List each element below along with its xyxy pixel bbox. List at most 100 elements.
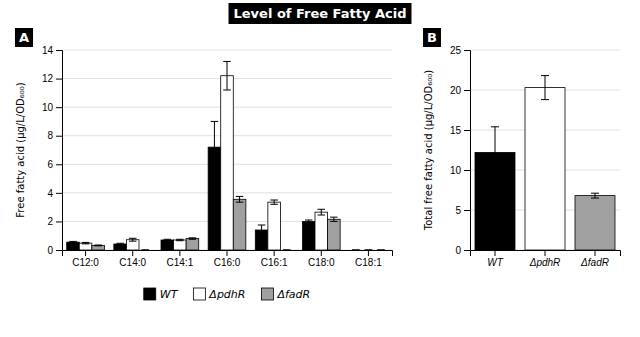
grid-line: [62, 50, 392, 51]
error-bar: [377, 250, 385, 251]
y-tick-mark: [56, 221, 62, 222]
y-tick-mark: [56, 79, 62, 80]
y-tick-mark: [56, 50, 62, 51]
y-axis-title: Free fatty acid (μg/L/OD₆₀₀): [15, 82, 26, 217]
x-tick-mark: [132, 250, 133, 256]
grid: [470, 50, 620, 250]
error-bar: [258, 225, 266, 235]
error-cap: [164, 240, 172, 241]
bar: [221, 76, 234, 250]
error-cap: [258, 235, 266, 236]
error-bar: [541, 76, 549, 100]
x-tick-label: ΔfadR: [580, 257, 609, 268]
y-tick-mark: [56, 193, 62, 194]
error-cap: [377, 250, 385, 251]
y-tick-mark: [464, 170, 470, 171]
y-axis-line: [464, 51, 471, 251]
y-tick: 2: [47, 216, 62, 227]
title: Level of Free Fatty Acid: [234, 6, 407, 21]
error-bar: [365, 250, 373, 251]
y-tick: 12: [42, 73, 62, 84]
x-tick-mark: [85, 250, 86, 256]
bar: [233, 199, 246, 250]
x-tick-label: WT: [487, 257, 503, 268]
title-group: Level of Free Fatty Acid: [229, 3, 412, 24]
y-tick-mark: [464, 50, 470, 51]
panel-label-box: [15, 28, 33, 47]
error-cap: [82, 242, 90, 243]
y-axis-title: Total free fatty acid (μg/L/OD₆₀₀): [423, 70, 434, 231]
y-tick-mark: [56, 164, 62, 165]
y-axis-line: [56, 51, 63, 251]
error-bar: [352, 250, 360, 251]
x-tick: ΔpdhR: [529, 250, 561, 268]
error-bar: [330, 217, 338, 221]
error-line: [495, 127, 496, 178]
marks: [67, 61, 385, 250]
y-axis: 02468101214: [42, 45, 63, 256]
error-bar: [142, 250, 150, 251]
error-cap: [142, 250, 150, 251]
error-cap: [223, 61, 231, 62]
error-cap: [591, 198, 599, 199]
legend-item: WT: [144, 288, 179, 301]
grid-line: [470, 50, 620, 51]
x-tick: C12:0: [72, 250, 99, 268]
error-cap: [330, 221, 338, 222]
x-tick-label: C12:0: [72, 257, 99, 268]
bar: [362, 250, 375, 251]
error-line: [321, 209, 322, 215]
error-cap: [94, 245, 102, 246]
error-cap: [258, 225, 266, 226]
error-cap: [164, 239, 172, 240]
panel-label: B: [427, 30, 437, 45]
error-cap: [129, 238, 137, 239]
error-bar: [305, 220, 313, 223]
y-tick: 8: [47, 130, 62, 141]
x-tick-label: C14:0: [119, 257, 146, 268]
y-tick-mark: [56, 107, 62, 108]
bar: [139, 250, 152, 251]
marks: [475, 76, 615, 250]
error-cap: [94, 245, 102, 246]
error-cap: [283, 250, 291, 251]
bar: [525, 88, 565, 250]
panel: 0510152025WTΔpdhRΔfadRTotal free fatty a…: [423, 45, 621, 268]
x-tick-mark: [179, 250, 180, 256]
y-tick-label: 6: [47, 159, 53, 170]
error-cap: [189, 237, 197, 238]
error-bar: [116, 243, 124, 244]
error-bar: [223, 61, 231, 90]
error-line: [595, 193, 596, 198]
error-cap: [541, 99, 549, 100]
bar: [350, 250, 363, 251]
y-tick-mark: [464, 90, 470, 91]
error-bar: [129, 238, 137, 241]
x-tick-label: C14:1: [167, 257, 194, 268]
x-tick: C14:0: [119, 250, 146, 268]
bar: [186, 239, 199, 250]
error-line: [239, 196, 240, 202]
x-tick: C16:1: [261, 250, 288, 268]
bar: [79, 243, 92, 250]
bar: [174, 240, 187, 250]
y-tick: 15: [450, 125, 470, 136]
bar: [302, 221, 315, 250]
bar: [575, 196, 615, 250]
error-cap: [223, 90, 231, 91]
y-tick: 0: [47, 245, 62, 256]
y-tick: 14: [42, 45, 62, 56]
error-cap: [116, 244, 124, 245]
legend-swatch: [261, 288, 273, 300]
x-tick-mark: [495, 250, 496, 256]
bar: [114, 244, 127, 250]
y-tick: 0: [455, 245, 470, 256]
y-tick-label: 20: [450, 85, 462, 96]
error-cap: [305, 222, 313, 223]
error-cap: [270, 204, 278, 205]
x-axis: WT ΔpdhR ΔfadR: [471, 250, 621, 268]
legend-label: ΔpdhR: [208, 288, 245, 301]
error-line: [333, 217, 334, 221]
x-tick-label: C16:0: [214, 257, 241, 268]
error-cap: [82, 243, 90, 244]
